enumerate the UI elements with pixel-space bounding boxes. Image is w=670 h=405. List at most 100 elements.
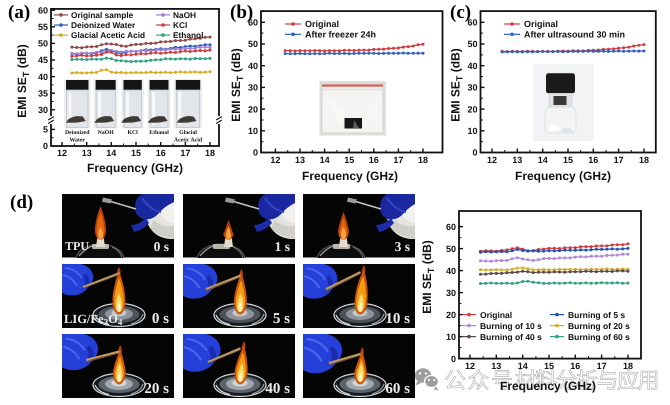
svg-text:20: 20 (248, 104, 258, 114)
svg-text:20: 20 (467, 104, 477, 114)
svg-text:Frequency (GHz): Frequency (GHz) (302, 169, 398, 183)
svg-text:14: 14 (320, 155, 330, 165)
svg-text:EMI SET (dB): EMI SET (dB) (15, 44, 31, 118)
svg-text:40: 40 (446, 266, 456, 276)
svg-text:50: 50 (446, 244, 456, 254)
svg-text:12: 12 (465, 361, 475, 371)
svg-text:12: 12 (487, 155, 497, 165)
svg-text:40 s: 40 s (265, 381, 290, 397)
svg-text:60: 60 (446, 222, 456, 232)
svg-text:60: 60 (248, 18, 258, 28)
svg-text:40: 40 (38, 72, 48, 82)
svg-text:Original: Original (305, 19, 339, 29)
svg-text:17: 17 (597, 361, 607, 371)
svg-text:15: 15 (544, 361, 554, 371)
svg-text:Original sample: Original sample (71, 10, 134, 20)
svg-text:30: 30 (248, 83, 258, 93)
svg-text:Frequency (GHz): Frequency (GHz) (500, 379, 596, 393)
svg-text:17: 17 (614, 155, 624, 165)
svg-text:20: 20 (446, 310, 456, 320)
svg-text:50: 50 (467, 39, 477, 49)
svg-text:Frequency (GHz): Frequency (GHz) (515, 169, 611, 183)
svg-text:Frequency (GHz): Frequency (GHz) (87, 161, 183, 175)
svg-text:Burning of 5 s: Burning of 5 s (568, 310, 625, 320)
svg-text:14: 14 (106, 148, 116, 158)
svg-text:30: 30 (467, 83, 477, 93)
svg-text:Glacial: Glacial (179, 129, 197, 136)
svg-text:13: 13 (295, 155, 305, 165)
svg-text:55: 55 (38, 22, 48, 32)
svg-text:15: 15 (563, 155, 573, 165)
svg-text:5 s: 5 s (272, 311, 289, 327)
svg-text:14: 14 (518, 361, 528, 371)
svg-text:10 s: 10 s (385, 311, 410, 327)
svg-text:Deionized: Deionized (65, 129, 90, 136)
svg-text:40: 40 (467, 61, 477, 71)
svg-text:0: 0 (43, 141, 48, 151)
svg-text:30: 30 (38, 105, 48, 115)
svg-text:Ethanol: Ethanol (173, 30, 203, 40)
svg-text:KCl: KCl (173, 20, 187, 30)
svg-text:1 s: 1 s (274, 239, 289, 254)
svg-text:18: 18 (418, 155, 428, 165)
svg-text:18: 18 (639, 155, 649, 165)
svg-text:15: 15 (131, 148, 141, 158)
svg-text:KCl: KCl (127, 129, 138, 136)
svg-text:50: 50 (248, 39, 258, 49)
svg-text:60: 60 (38, 5, 48, 15)
svg-text:40: 40 (248, 61, 258, 71)
svg-text:Ethanol: Ethanol (149, 129, 169, 136)
svg-text:14: 14 (538, 155, 548, 165)
svg-text:16: 16 (570, 361, 580, 371)
svg-text:After freezer 24h: After freezer 24h (305, 30, 376, 40)
svg-text:0 s: 0 s (152, 311, 169, 327)
svg-text:16: 16 (369, 155, 379, 165)
svg-text:0 s: 0 s (154, 239, 169, 254)
svg-text:NaOH: NaOH (173, 10, 196, 20)
svg-text:Burning of 10 s: Burning of 10 s (480, 321, 542, 331)
svg-text:0: 0 (451, 354, 456, 364)
svg-text:50: 50 (38, 39, 48, 49)
svg-text:0: 0 (472, 148, 477, 158)
svg-text:Burning of 20 s: Burning of 20 s (568, 321, 630, 331)
svg-text:EMI SET (dB): EMI SET (dB) (450, 48, 464, 122)
svg-text:10: 10 (467, 126, 477, 136)
svg-text:3 s: 3 s (395, 239, 410, 254)
svg-text:13: 13 (512, 155, 522, 165)
svg-text:Acetic Acid: Acetic Acid (174, 137, 203, 144)
svg-text:15: 15 (344, 155, 354, 165)
svg-text:12: 12 (57, 148, 67, 158)
svg-text:35: 35 (38, 88, 48, 98)
svg-text:Burning of 60 s: Burning of 60 s (568, 332, 630, 342)
svg-text:16: 16 (156, 148, 166, 158)
svg-text:After ultrasound 30 min: After ultrasound 30 min (524, 30, 625, 40)
svg-text:16: 16 (588, 155, 598, 165)
svg-text:Deionized Water: Deionized Water (71, 20, 136, 30)
svg-text:Burning of 40 s: Burning of 40 s (480, 332, 542, 342)
svg-text:18: 18 (623, 361, 633, 371)
svg-text:60: 60 (467, 18, 477, 28)
svg-text:EMI SET (dB): EMI SET (dB) (230, 48, 245, 122)
svg-text:10: 10 (248, 126, 258, 136)
svg-text:12: 12 (270, 155, 280, 165)
svg-text:LIG/Fe3O4: LIG/Fe3O4 (64, 312, 123, 327)
svg-text:17: 17 (393, 155, 403, 165)
svg-text:13: 13 (491, 361, 501, 371)
svg-text:60 s: 60 s (385, 381, 410, 397)
svg-text:30: 30 (446, 288, 456, 298)
svg-text:18: 18 (205, 148, 215, 158)
svg-text:NaOH: NaOH (98, 130, 115, 136)
svg-text:Original: Original (524, 19, 558, 29)
svg-text:Original: Original (480, 310, 512, 320)
svg-text:TPU: TPU (65, 239, 89, 253)
svg-text:5: 5 (43, 125, 48, 135)
svg-text:13: 13 (82, 148, 92, 158)
svg-text:20 s: 20 s (144, 381, 169, 397)
svg-text:45: 45 (38, 55, 48, 65)
svg-text:Glacial Acetic Acid: Glacial Acetic Acid (71, 30, 145, 40)
svg-text:EMI SET (dB): EMI SET (dB) (420, 240, 436, 314)
svg-text:17: 17 (180, 148, 190, 158)
svg-text:10: 10 (446, 332, 456, 342)
svg-text:Water: Water (70, 138, 86, 144)
svg-text:0: 0 (253, 148, 258, 158)
